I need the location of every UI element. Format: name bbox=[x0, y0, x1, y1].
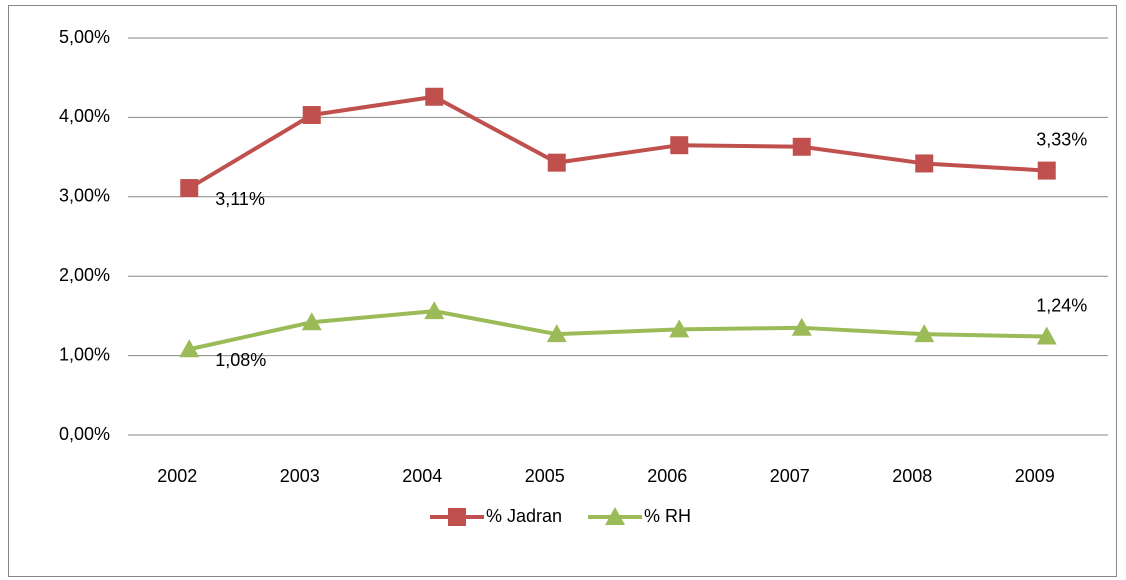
data-point bbox=[302, 106, 321, 125]
x-tick-label: 2008 bbox=[892, 466, 932, 486]
data-point bbox=[424, 301, 445, 320]
x-tick-label: 2003 bbox=[280, 466, 320, 486]
data-label: 3,11% bbox=[215, 189, 265, 209]
legend-marker bbox=[605, 507, 626, 525]
legend-label: % RH bbox=[644, 506, 691, 526]
data-point bbox=[791, 317, 812, 336]
data-label: 3,33% bbox=[1036, 129, 1087, 149]
data-point bbox=[914, 324, 935, 343]
data-point bbox=[179, 339, 200, 358]
chart-border bbox=[8, 5, 1117, 577]
data-point bbox=[547, 153, 566, 172]
y-tick-label: 5,00% bbox=[59, 27, 110, 47]
series-line bbox=[188, 309, 1047, 352]
data-point bbox=[180, 179, 199, 198]
y-tick-label: 0,00% bbox=[59, 424, 110, 444]
legend-label: % Jadran bbox=[486, 506, 562, 526]
y-tick-label: 3,00% bbox=[59, 186, 110, 206]
data-point bbox=[670, 136, 689, 155]
data-point bbox=[1036, 326, 1057, 345]
y-tick-label: 2,00% bbox=[59, 265, 110, 285]
data-point bbox=[669, 319, 690, 338]
y-tick-label: 1,00% bbox=[59, 344, 110, 364]
data-point bbox=[301, 312, 322, 331]
x-tick-label: 2006 bbox=[647, 466, 687, 486]
data-point bbox=[425, 87, 444, 106]
data-label: 1,08% bbox=[215, 350, 266, 370]
series-line bbox=[188, 94, 1047, 190]
data-point bbox=[915, 154, 934, 173]
x-tick-label: 2007 bbox=[770, 466, 810, 486]
x-tick-label: 2004 bbox=[402, 466, 442, 486]
data-point bbox=[546, 324, 567, 343]
data-point bbox=[1037, 161, 1056, 180]
x-tick-label: 2009 bbox=[1015, 466, 1055, 486]
legend-marker bbox=[448, 508, 466, 526]
data-label: 1,24% bbox=[1036, 295, 1087, 315]
x-tick-label: 2002 bbox=[157, 466, 197, 486]
x-tick-label: 2005 bbox=[525, 466, 565, 486]
y-tick-label: 4,00% bbox=[59, 106, 110, 126]
data-point bbox=[792, 137, 811, 156]
